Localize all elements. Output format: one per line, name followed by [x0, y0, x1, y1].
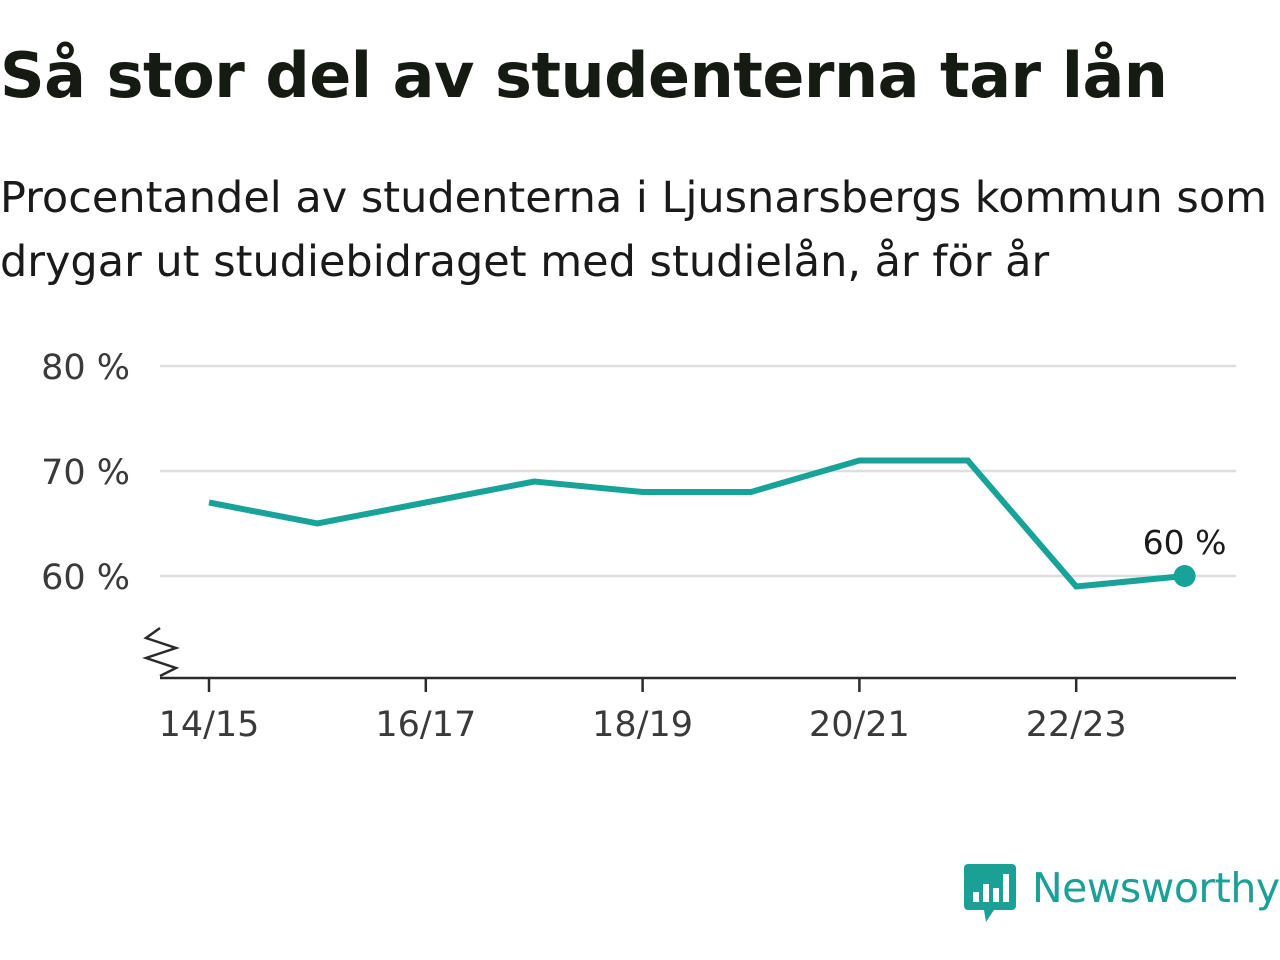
line-chart: 60 % 70 % 80 % 14/15 16/17 18/19 20/21 22/23 6… — [41, 348, 1236, 745]
annotations: 60 % — [1143, 523, 1227, 562]
brand-name: Newsworthy — [1032, 864, 1280, 912]
newsworthy-logo-icon — [964, 864, 1016, 922]
end-value-label: 60 % — [1143, 523, 1227, 562]
x-axis: 14/15 16/17 18/19 20/21 22/23 — [159, 676, 1236, 745]
y-tick-labels: 60 % 70 % 80 % — [41, 348, 130, 598]
x-tick-label: 16/17 — [375, 705, 476, 745]
axis-break-icon — [142, 626, 180, 678]
chart-subtitle: Procentandel av studenterna i Ljusnarsbe… — [0, 173, 1268, 287]
y-tick-label: 70 % — [41, 453, 130, 493]
end-point-marker — [1173, 565, 1196, 587]
gridlines — [160, 364, 1236, 578]
series-line — [208, 457, 1185, 590]
y-tick-label: 80 % — [41, 348, 130, 388]
x-tick-label: 18/19 — [592, 705, 693, 745]
y-tick-label: 60 % — [41, 558, 130, 598]
x-tick-label: 20/21 — [809, 705, 910, 745]
x-tick-label: 22/23 — [1026, 705, 1127, 745]
brand-logo: Newsworthy — [964, 862, 1280, 926]
chart-title: Så stor del av studenterna tar lån — [0, 39, 1168, 112]
series-layer — [208, 457, 1196, 590]
x-tick-label: 14/15 — [159, 705, 260, 745]
